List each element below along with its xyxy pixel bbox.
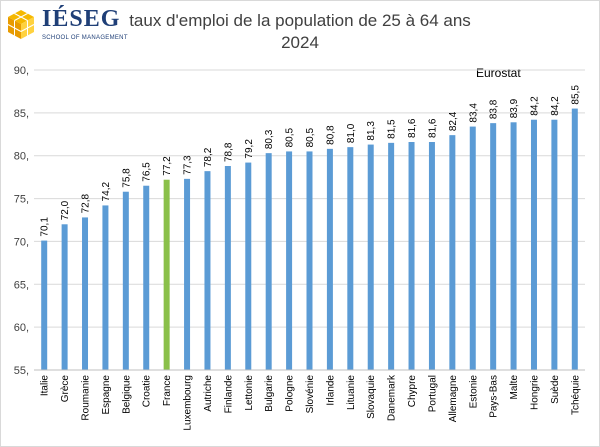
data-label: 80,3 bbox=[264, 129, 275, 149]
bar bbox=[61, 224, 68, 370]
bar bbox=[367, 144, 374, 370]
bar bbox=[551, 119, 558, 370]
x-tick-label: Croatie bbox=[142, 375, 153, 408]
x-tick-label: Slovaquie bbox=[366, 375, 377, 419]
x-tick-label: Portugal bbox=[427, 375, 438, 412]
x-tick-label: Malte bbox=[509, 375, 520, 400]
bar bbox=[449, 135, 456, 370]
data-label: 77,3 bbox=[183, 155, 194, 175]
bar bbox=[428, 142, 435, 370]
data-label: 84,2 bbox=[529, 96, 540, 116]
bar bbox=[347, 147, 354, 370]
data-label: 82,4 bbox=[448, 111, 459, 131]
data-label: 78,2 bbox=[203, 147, 214, 167]
chart-title: taux d'emploi de la population de 25 à 6… bbox=[129, 11, 471, 30]
data-label: 80,5 bbox=[285, 128, 296, 148]
bar bbox=[408, 142, 415, 370]
x-tick-label: Hongrie bbox=[529, 375, 540, 410]
bar bbox=[204, 171, 211, 370]
bar bbox=[41, 240, 48, 370]
x-tick-label: Estonie bbox=[468, 375, 479, 409]
y-tick-label: 70, bbox=[14, 236, 29, 248]
x-tick-label: Espagne bbox=[101, 375, 112, 415]
x-tick-label: Slovénie bbox=[305, 375, 316, 414]
x-tick-label: Lituanie bbox=[346, 375, 357, 410]
x-tick-label: Pologne bbox=[285, 375, 296, 412]
bar bbox=[184, 178, 191, 370]
data-label: 80,8 bbox=[325, 125, 336, 145]
bar bbox=[163, 179, 170, 370]
bar bbox=[102, 205, 109, 370]
x-tick-label: France bbox=[162, 375, 173, 407]
bar bbox=[143, 185, 150, 370]
y-tick-label: 85, bbox=[14, 108, 29, 120]
data-label: 80,5 bbox=[305, 128, 316, 148]
data-label: 81,3 bbox=[366, 121, 377, 141]
data-label: 74,2 bbox=[101, 182, 112, 202]
bar bbox=[571, 108, 578, 371]
data-label: 70,1 bbox=[40, 217, 51, 237]
data-label: 77,2 bbox=[162, 156, 173, 176]
data-label: 72,8 bbox=[81, 194, 92, 214]
bar bbox=[306, 151, 313, 370]
x-tick-label: Danemark bbox=[387, 374, 398, 421]
x-tick-label: Chypre bbox=[407, 375, 418, 408]
logo: IÉSEG SCHOOL OF MANAGEMENT bbox=[6, 6, 128, 50]
chart-title-block: taux d'emploi de la population de 25 à 6… bbox=[100, 10, 500, 54]
x-tick-label: Tchéquie bbox=[570, 375, 581, 415]
x-tick-label: Grèce bbox=[60, 375, 71, 403]
bar bbox=[510, 122, 517, 371]
bar bbox=[82, 217, 89, 370]
data-label: 81,0 bbox=[346, 123, 357, 143]
logo-name: IÉSEG bbox=[42, 6, 121, 32]
y-tick-label: 65, bbox=[14, 279, 29, 291]
bar bbox=[530, 119, 537, 370]
chart-subtitle: 2024 bbox=[281, 33, 319, 52]
bar bbox=[388, 142, 395, 370]
bar bbox=[245, 162, 252, 370]
data-label: 76,5 bbox=[142, 162, 153, 182]
x-tick-label: Bulgarie bbox=[264, 375, 275, 412]
x-tick-label: Italie bbox=[40, 375, 51, 397]
bar bbox=[122, 191, 129, 370]
data-label: 83,9 bbox=[509, 98, 520, 118]
data-label: 72,0 bbox=[60, 200, 71, 220]
data-label: 84,2 bbox=[550, 96, 561, 116]
data-label: 81,6 bbox=[427, 118, 438, 138]
x-tick-label: Autriche bbox=[203, 375, 214, 412]
x-tick-label: Lettonie bbox=[244, 375, 255, 411]
x-tick-label: Finlande bbox=[223, 375, 234, 414]
bar bbox=[286, 151, 293, 370]
x-tick-label: Belgique bbox=[121, 375, 132, 414]
logo-tagline: SCHOOL OF MANAGEMENT bbox=[42, 35, 128, 41]
y-tick-label: 55, bbox=[14, 365, 29, 377]
data-label: 75,8 bbox=[121, 168, 132, 188]
y-tick-label: 75, bbox=[14, 194, 29, 206]
data-label: 81,5 bbox=[387, 119, 398, 139]
bar bbox=[265, 153, 272, 370]
data-label: 85,5 bbox=[570, 85, 581, 105]
x-tick-label: Suède bbox=[550, 375, 561, 404]
data-label: 83,4 bbox=[468, 103, 479, 123]
logo-cube-icon bbox=[7, 10, 35, 39]
y-tick-label: 80, bbox=[14, 151, 29, 163]
data-label: 79,2 bbox=[244, 139, 255, 159]
x-tick-label: Roumanie bbox=[81, 375, 92, 421]
x-tick-label: Luxembourg bbox=[183, 375, 194, 431]
bar bbox=[490, 123, 497, 371]
bar bbox=[469, 126, 476, 370]
y-tick-label: 60, bbox=[14, 322, 29, 334]
data-label: 81,6 bbox=[407, 118, 418, 138]
y-tick-label: 90, bbox=[14, 65, 29, 77]
x-tick-label: Pays-Bas bbox=[489, 375, 500, 418]
x-tick-label: Irlande bbox=[325, 375, 336, 406]
bar bbox=[326, 148, 333, 370]
bar bbox=[224, 166, 231, 370]
data-label: 83,8 bbox=[489, 99, 500, 119]
x-tick-label: Allemagne bbox=[448, 375, 459, 423]
data-label: 78,8 bbox=[223, 142, 234, 162]
